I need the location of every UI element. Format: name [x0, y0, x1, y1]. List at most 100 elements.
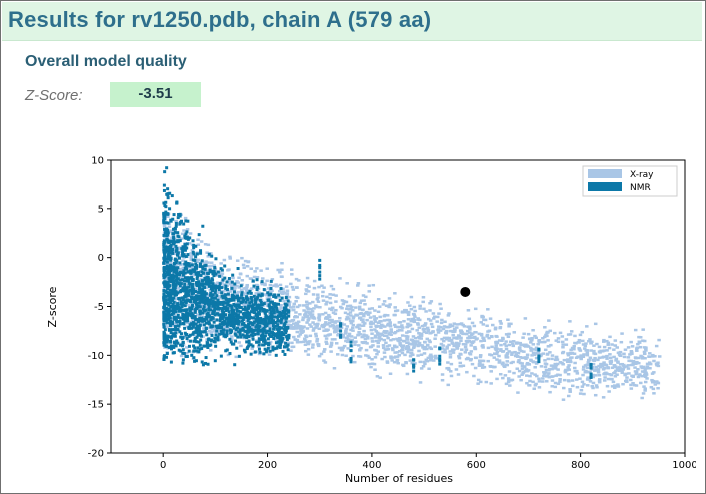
xray-point — [614, 359, 618, 362]
nmr-point — [280, 317, 284, 321]
nmr-point — [191, 268, 195, 272]
nmr-point — [162, 201, 166, 205]
xray-point — [360, 335, 364, 339]
xray-point — [533, 366, 537, 369]
xray-point — [346, 313, 351, 316]
nmr-point — [172, 311, 176, 315]
xray-point — [193, 287, 198, 291]
nmr-point — [412, 363, 416, 367]
xray-point — [578, 333, 583, 337]
nmr-point — [189, 271, 193, 275]
nmr-point — [221, 311, 225, 315]
xray-point — [458, 364, 462, 368]
xray-point — [412, 319, 417, 322]
xray-point — [497, 359, 502, 362]
nmr-point — [253, 332, 257, 336]
xray-point — [499, 348, 503, 351]
xray-point — [375, 352, 379, 356]
nmr-point — [171, 322, 175, 326]
xray-point — [649, 385, 654, 389]
xray-point — [631, 362, 636, 365]
nmr-point — [183, 282, 187, 286]
xray-point — [255, 275, 260, 279]
xray-point — [457, 342, 461, 345]
xray-point — [601, 368, 606, 371]
xray-point — [278, 271, 282, 274]
xray-point — [579, 388, 584, 392]
xray-point — [288, 300, 292, 304]
xray-point — [405, 337, 409, 341]
nmr-point — [258, 324, 262, 328]
xray-point — [618, 350, 623, 354]
nmr-point — [171, 242, 175, 246]
xray-point — [520, 367, 525, 370]
xray-point — [447, 339, 452, 342]
xray-point — [444, 338, 449, 341]
xray-point — [344, 336, 349, 340]
xray-point — [319, 352, 324, 356]
nmr-point — [186, 219, 190, 223]
nmr-point — [232, 323, 236, 327]
nmr-point — [201, 363, 205, 367]
xray-point — [344, 318, 349, 321]
xray-point — [389, 355, 393, 358]
nmr-point — [227, 277, 231, 281]
xray-point — [189, 258, 194, 261]
xray-point — [446, 366, 451, 370]
xray-point — [640, 374, 645, 378]
xray-point — [615, 346, 619, 349]
xray-point — [298, 333, 303, 336]
nmr-point — [172, 213, 176, 217]
nmr-point — [278, 327, 282, 331]
xray-point — [541, 352, 546, 355]
xray-point — [325, 342, 329, 346]
nmr-point — [238, 328, 242, 332]
nmr-point — [179, 220, 183, 224]
nmr-point — [245, 295, 249, 299]
nmr-point — [236, 297, 240, 301]
xray-point — [312, 317, 317, 320]
xray-point — [328, 345, 333, 348]
xray-point — [642, 385, 646, 388]
xray-point — [547, 319, 551, 322]
nmr-point — [175, 271, 179, 275]
xray-point — [330, 308, 334, 312]
xray-point — [417, 343, 421, 347]
nmr-point — [170, 265, 174, 269]
xray-point — [292, 308, 296, 311]
nmr-point — [278, 310, 282, 314]
xray-point — [604, 364, 609, 367]
xray-point — [614, 365, 618, 368]
nmr-point — [178, 261, 182, 265]
nmr-point — [230, 280, 234, 284]
nmr-point — [173, 309, 177, 313]
xray-point — [362, 329, 366, 333]
xray-point — [317, 315, 322, 318]
nmr-point — [271, 345, 275, 349]
nmr-point — [188, 306, 192, 310]
nmr-point — [589, 375, 593, 379]
xray-point — [170, 270, 174, 273]
xray-point — [347, 295, 352, 298]
xray-point — [362, 299, 366, 302]
xray-point — [636, 342, 640, 346]
xray-point — [448, 323, 453, 326]
xray-point — [500, 339, 504, 343]
nmr-point — [203, 330, 207, 334]
nmr-point — [179, 316, 183, 320]
nmr-point — [164, 309, 168, 313]
nmr-point — [238, 332, 242, 336]
nmr-point — [173, 258, 177, 262]
nmr-point — [241, 333, 245, 337]
nmr-point — [203, 286, 207, 290]
xray-point — [537, 386, 542, 389]
nmr-point — [209, 281, 213, 285]
nmr-point — [218, 313, 222, 317]
xray-point — [537, 380, 542, 383]
nmr-point — [287, 314, 291, 318]
nmr-point — [246, 329, 250, 333]
xray-point — [435, 320, 439, 323]
nmr-point — [192, 344, 196, 348]
xray-point — [507, 350, 511, 353]
xray-point — [186, 303, 191, 307]
